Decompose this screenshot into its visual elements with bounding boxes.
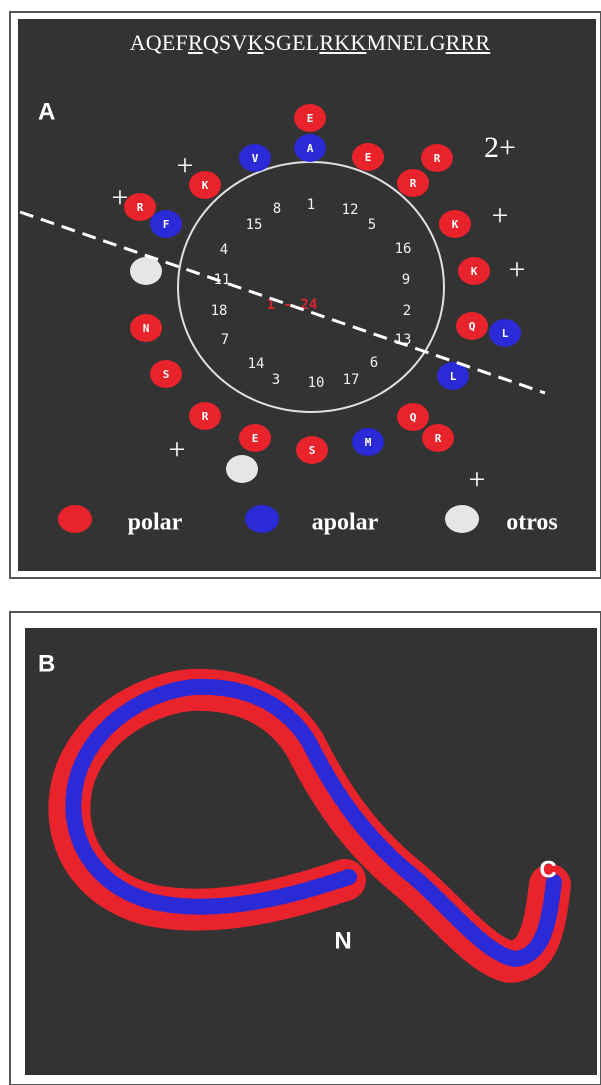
charge: 2+ xyxy=(484,131,516,164)
wheel-number: 17 xyxy=(343,372,360,388)
residue-label: K xyxy=(471,265,478,278)
wheel-number: 18 xyxy=(211,303,228,319)
residue-label: F xyxy=(163,218,170,231)
wheel-number: 3 xyxy=(272,372,280,388)
wheel-number: 10 xyxy=(308,375,325,391)
residue-label: V xyxy=(252,152,259,165)
sequence-segment: R xyxy=(188,30,203,55)
sequence-segment: RRR xyxy=(446,30,491,55)
wheel-number: 1 xyxy=(307,197,315,213)
wheel-number: 15 xyxy=(246,217,263,233)
residue-label: R xyxy=(410,177,417,190)
residue-label: S xyxy=(309,444,316,457)
residue-label: K xyxy=(202,179,209,192)
charge: + xyxy=(169,433,186,466)
charge: + xyxy=(177,149,194,182)
wheel-number: 9 xyxy=(402,272,410,288)
wheel-number: 2 xyxy=(403,303,411,319)
c-terminus: C xyxy=(539,856,556,883)
residue-label: R xyxy=(434,152,441,165)
n-terminus: N xyxy=(334,927,351,954)
legend-swatch xyxy=(445,505,479,533)
residue-label: E xyxy=(252,432,259,445)
sequence-segment: K xyxy=(247,30,263,55)
sequence-segment: MNELG xyxy=(366,30,445,55)
wheel-number: 6 xyxy=(370,355,378,371)
residue-label: Q xyxy=(410,411,417,424)
charge: + xyxy=(492,199,509,232)
residue-label: E xyxy=(365,151,372,164)
panel-label: B xyxy=(38,650,55,677)
residue-label: N xyxy=(143,322,150,335)
sequence-segment: RKK xyxy=(319,30,366,55)
legend-swatch xyxy=(58,505,92,533)
residue-label: M xyxy=(365,436,372,449)
charge: + xyxy=(509,253,526,286)
residue-label: Q xyxy=(469,320,476,333)
residue-label: L xyxy=(502,327,509,340)
charge: + xyxy=(469,463,486,496)
sequence-segment: SGEL xyxy=(264,30,320,55)
legend-label: apolar xyxy=(312,510,379,536)
legend-swatch xyxy=(245,505,279,533)
sequence-segment: AQEF xyxy=(130,30,188,55)
sequence: AQEFRQSVKSGELRKKMNELGRRR xyxy=(10,30,601,56)
wheel-number: 16 xyxy=(395,241,412,257)
residue-label: R xyxy=(202,410,209,423)
charge: + xyxy=(112,181,129,214)
wheel-number: 4 xyxy=(220,242,228,258)
panel-b-background xyxy=(25,628,597,1075)
page: {"panel_a": { "label": "A", "sequence": … xyxy=(0,0,601,1085)
wheel-number: 14 xyxy=(248,356,265,372)
residue-label: L xyxy=(450,370,457,383)
legend-label: otros xyxy=(506,510,558,536)
wheel-number: 7 xyxy=(221,332,229,348)
sequence-segment: QSV xyxy=(203,30,248,55)
figure: A B EAVERKRRFKKNQLSLRQRESM 1581125416119… xyxy=(0,0,601,1085)
residue-bead xyxy=(226,455,258,483)
panel-label: A xyxy=(38,98,55,125)
wheel-number: 8 xyxy=(273,201,281,217)
residue-label: R xyxy=(137,201,144,214)
residue-label: E xyxy=(307,112,314,125)
residue-label: S xyxy=(163,368,170,381)
residue-bead xyxy=(130,257,162,285)
legend-label: polar xyxy=(128,510,183,536)
wheel-number: 5 xyxy=(368,217,376,233)
residue-label: K xyxy=(452,218,459,231)
residue-label: A xyxy=(307,142,314,155)
wheel-number: 12 xyxy=(342,202,359,218)
residue-label: R xyxy=(435,432,442,445)
panel-a-background xyxy=(18,19,596,571)
